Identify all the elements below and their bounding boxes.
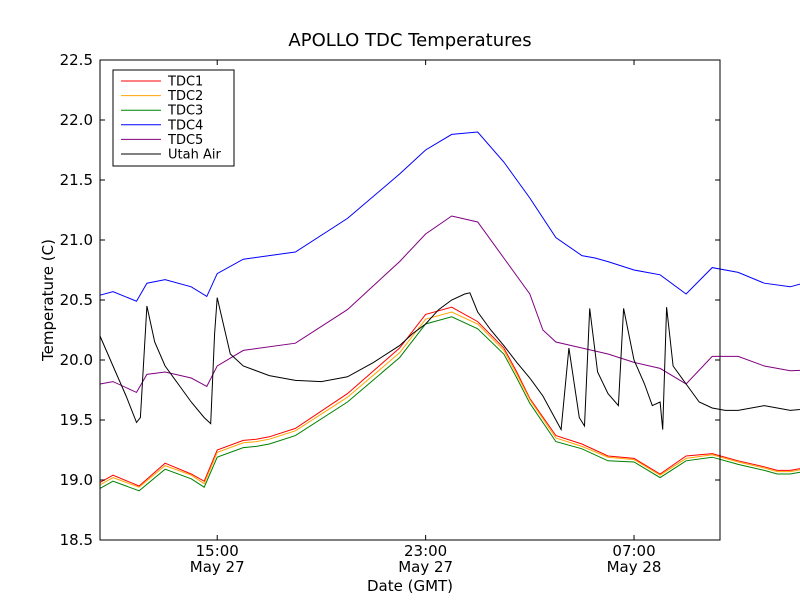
y-tick-label: 18.5 [60,531,93,549]
series-line-utah-air [99,292,800,432]
chart-title: APOLLO TDC Temperatures [288,30,531,51]
y-tick-label: 21.0 [60,231,93,249]
x-tick-label-date: May 27 [190,558,245,576]
series-line-tdc4 [99,131,800,302]
y-tick-label: 22.5 [60,51,93,69]
x-tick-label-time: 23:00 [404,542,447,560]
series-line-tdc3 [99,316,800,492]
x-tick-label-date: May 28 [607,558,662,576]
plot-frame [99,59,721,541]
y-tick-label: 19.5 [60,411,93,429]
legend-label: TDC3 [167,104,203,119]
y-tick-label: 22.0 [60,111,93,129]
legend-label: TDC5 [167,133,203,148]
x-tick-label-time: 07:00 [612,542,655,560]
x-tick-label-time: 15:00 [196,542,239,560]
series-layer [99,131,800,492]
legend-label: TDC4 [167,118,203,133]
legend-label: Utah Air [168,148,221,163]
legend-box [112,69,235,167]
x-tick-label-date: May 27 [398,558,453,576]
series-line-tdc1 [99,306,800,487]
y-tick-label: 19.0 [60,471,93,489]
series-line-tdc5 [99,215,800,394]
y-tick-label: 20.0 [60,351,93,369]
series-line-tdc2 [99,311,800,488]
legend-label: TDC2 [167,89,203,104]
y-tick-label: 21.5 [60,171,93,189]
legend-label: TDC1 [167,75,203,90]
y-axis-label: Temperature (C) [39,239,57,362]
tick-layer: 18.5 19.0 19.5 20.0 20.5 21.0 21.5 22.0 22.5 15:0… [60,51,720,576]
x-axis-label: Date (GMT) [367,577,453,595]
y-tick-label: 20.5 [60,291,93,309]
